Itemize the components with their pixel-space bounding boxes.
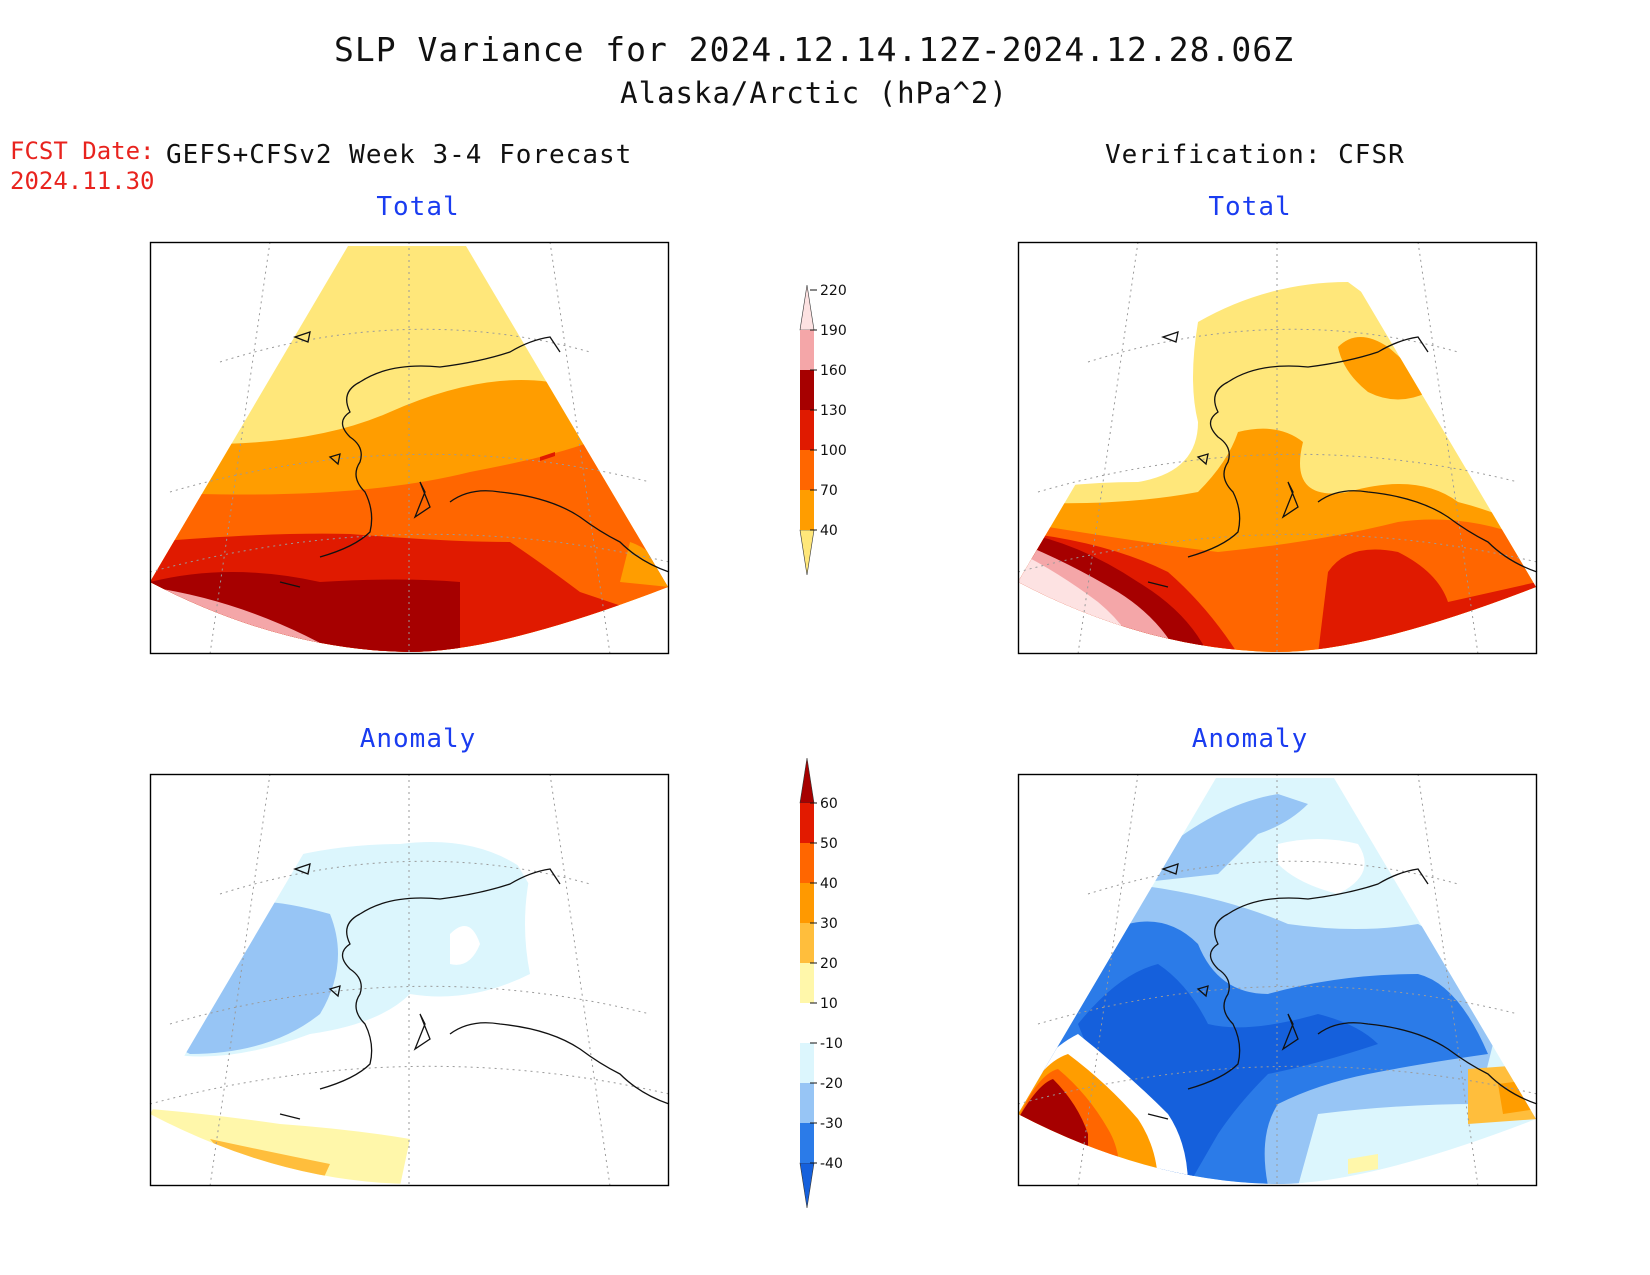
colorbar-total-segment [800,450,814,490]
forecast-heading: GEFS+CFSv2 Week 3-4 Forecast [166,140,633,170]
map-verification-anomaly [1017,773,1538,1187]
coastlines [1147,331,1538,588]
panel-frame [149,773,670,1187]
graticule [1017,241,1538,655]
colorbar-anomaly-tick-label: -30 [820,1116,843,1132]
colorbar-total-bottom-triangle [799,529,815,576]
graticule [149,241,670,655]
colorbar-anomaly-tick-label: 20 [820,956,838,972]
colorbar-anomaly-segment [800,1043,814,1083]
panel-frame [1017,241,1538,655]
colorbar-total-tick-label: 70 [820,483,838,499]
colorbar-anomaly-tick-label: 50 [820,836,838,852]
coastlines [1147,863,1538,1120]
graticule [1017,773,1538,1187]
colorbar-anomaly-top-triangle [799,757,815,804]
colorbar-anomaly: -40 -30 -20 -10 10 20 30 40 50 60 [799,757,843,1209]
colorbar-total-tick-label: 220 [820,283,847,299]
colorbar-total-tick-label: 130 [820,403,847,419]
colorbar-total-tick-label: 160 [820,363,847,379]
colorbar-total-segment [800,490,814,530]
colorbar-total: 40 70 100 130 160 190 220 [799,283,847,576]
figure-title: SLP Variance for 2024.12.14.12Z-2024.12.… [334,30,1294,69]
map-verification-total [1017,241,1538,655]
colorbar-anomaly-segment [800,1003,814,1043]
colorbar-total-top-triangle [799,284,815,331]
colorbar-anomaly-tick-label: -10 [820,1036,843,1052]
colorbar-anomaly-segment [800,1123,814,1163]
fcst-date-label: FCST Date: [10,137,155,165]
colorbar-total-segment [800,330,814,370]
colorbar-anomaly-segment [800,883,814,923]
colorbar-total-tick-label: 190 [820,323,847,339]
figure-subtitle: Alaska/Arctic (hPa^2) [620,76,1008,110]
colorbar-anomaly-tick-label: 60 [820,796,838,812]
colorbar-total-segment [800,370,814,410]
panel-frame [149,241,670,655]
panel-title-forecast-anomaly: Anomaly [359,724,477,754]
fcst-date-block: FCST Date: 2024.11.30 [10,136,155,196]
panel-title-forecast-total: Total [376,192,460,222]
colorbar-anomaly-tick-label: 30 [820,916,838,932]
verification-heading: Verification: CFSR [1105,140,1405,170]
colorbar-anomaly-segment [800,923,814,963]
panel-title-verification-total: Total [1208,192,1292,222]
colorbar-anomaly-segment [800,843,814,883]
coastlines [279,331,670,588]
map-forecast-total [149,241,670,655]
coastlines [279,863,670,1120]
colorbar-anomaly-tick-label: -20 [820,1076,843,1092]
panel-frame [1017,773,1538,1187]
colorbar-anomaly-tick-label: 40 [820,876,838,892]
shaded-field [1018,778,1536,1184]
colorbar-total-segment [800,410,814,450]
graticule [149,773,670,1187]
colorbar-total-tick-label: 100 [820,443,847,459]
fcst-date-value: 2024.11.30 [10,167,155,195]
colorbar-anomaly-segment [800,1083,814,1123]
colorbar-anomaly-segment [800,963,814,1003]
colorbar-anomaly-tick-label: -40 [820,1156,843,1172]
map-forecast-anomaly [149,773,670,1187]
colorbar-anomaly-segment [800,803,814,843]
colorbar-anomaly-tick-label: 10 [820,996,838,1012]
colorbar-anomaly-bottom-triangle [799,1162,815,1209]
panel-title-verification-anomaly: Anomaly [1191,724,1309,754]
colorbar-total-tick-label: 40 [820,523,838,539]
